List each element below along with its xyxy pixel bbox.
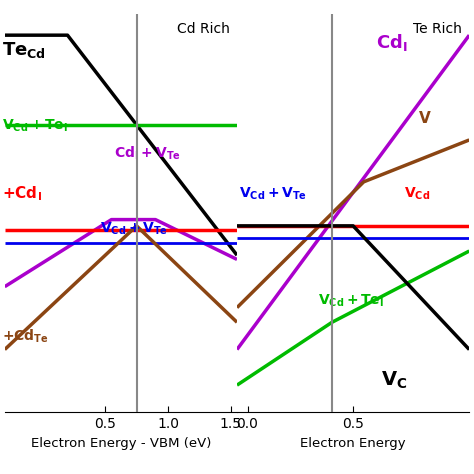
Text: $\mathbf{V_{C}}$: $\mathbf{V_{C}}$ (381, 370, 407, 391)
X-axis label: Electron Energy - VBM (eV): Electron Energy - VBM (eV) (31, 437, 211, 450)
Text: Cd Rich: Cd Rich (177, 22, 230, 36)
Text: $\mathbf{V_{Cd}}$: $\mathbf{V_{Cd}}$ (404, 185, 430, 201)
Text: $\mathbf{+Cd_I}$: $\mathbf{+Cd_I}$ (2, 184, 42, 203)
Text: $\mathbf{V_{Cd}+V_{Te}}$: $\mathbf{V_{Cd}+V_{Te}}$ (100, 221, 168, 237)
Text: $\mathbf{V}$: $\mathbf{V}$ (418, 110, 432, 126)
Text: $\mathbf{Te_{Cd}}$: $\mathbf{Te_{Cd}}$ (2, 40, 46, 60)
Text: $\mathbf{V_{Cd}+Te_I}$: $\mathbf{V_{Cd}+Te_I}$ (2, 118, 68, 134)
Text: $\mathbf{Cd_I+V_{Te}}$: $\mathbf{Cd_I+V_{Te}}$ (114, 145, 181, 162)
Text: Te Rich: Te Rich (413, 22, 462, 36)
Text: $\mathbf{V_{Cd}+V_{Te}}$: $\mathbf{V_{Cd}+V_{Te}}$ (239, 185, 307, 201)
Text: $\mathbf{+Cd_{Te}}$: $\mathbf{+Cd_{Te}}$ (2, 328, 49, 346)
Text: $\mathbf{Cd_I}$: $\mathbf{Cd_I}$ (376, 32, 408, 53)
Text: $\mathbf{V_{Cd}+Te_I}$: $\mathbf{V_{Cd}+Te_I}$ (319, 293, 384, 309)
X-axis label: Electron Energy: Electron Energy (301, 437, 406, 450)
